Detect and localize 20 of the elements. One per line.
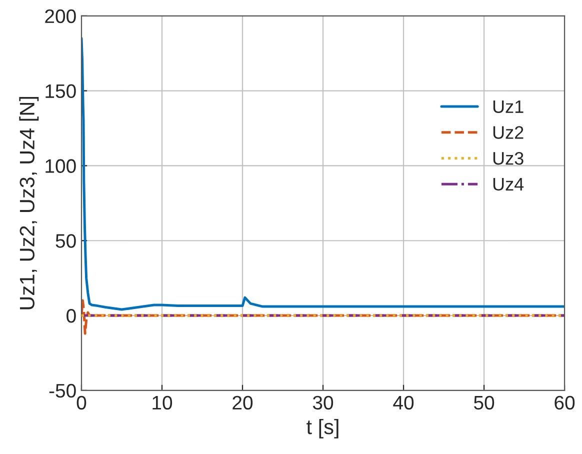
y-axis-title: Uz1, Uz2, Uz3, Uz4 [N] <box>19 96 39 310</box>
y-tick-label: 200 <box>45 9 76 24</box>
x-tick-label: 30 <box>312 396 334 410</box>
legend-label: Uz1 <box>493 100 524 114</box>
x-tick-label: 50 <box>474 396 494 410</box>
legend-label: Uz4 <box>493 178 524 191</box>
x-tick-label: 60 <box>554 396 575 410</box>
legend-label: Uz3 <box>493 152 524 165</box>
line-series <box>81 37 565 311</box>
x-tick-label: 10 <box>152 396 172 410</box>
y-tick-label: 50 <box>56 234 76 248</box>
x-axis-title: t [s] <box>306 418 338 438</box>
x-tick-label: 0 <box>76 396 86 410</box>
y-tick-label: 0 <box>66 309 76 323</box>
x-tick-label: 20 <box>232 396 253 410</box>
y-tick-label: 150 <box>46 84 76 98</box>
y-tick-label: 100 <box>46 159 76 173</box>
x-tick-label: 40 <box>393 396 414 410</box>
y-tick-label: -50 <box>49 384 76 398</box>
legend-label: Uz2 <box>493 126 524 139</box>
